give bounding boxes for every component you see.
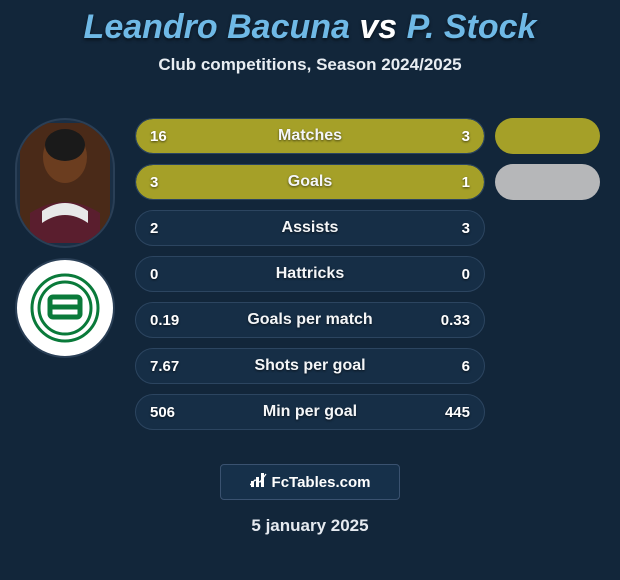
summary-ovals bbox=[495, 118, 610, 440]
chart-icon bbox=[250, 472, 268, 493]
comparison-title: Leandro Bacuna vs P. Stock bbox=[0, 0, 620, 47]
avatars-column bbox=[10, 118, 120, 358]
date-text: 5 january 2025 bbox=[0, 516, 620, 536]
stat-label: Goals bbox=[136, 165, 484, 199]
vs-text: vs bbox=[359, 8, 397, 46]
stat-row: 506445Min per goal bbox=[135, 394, 485, 430]
stat-label: Assists bbox=[136, 211, 484, 245]
stat-row: 00Hattricks bbox=[135, 256, 485, 292]
brand-card[interactable]: FcTables.com bbox=[220, 464, 400, 500]
summary-oval bbox=[495, 164, 600, 200]
club-badge bbox=[15, 258, 115, 358]
player1-avatar bbox=[15, 118, 115, 248]
stat-row: 7.676Shots per goal bbox=[135, 348, 485, 384]
stat-row: 31Goals bbox=[135, 164, 485, 200]
stat-rows: 163Matches 31Goals 23Assists 00Hattricks 0.1… bbox=[135, 118, 485, 440]
player2-name: P. Stock bbox=[407, 8, 537, 46]
stat-row: 23Assists bbox=[135, 210, 485, 246]
stat-label: Hattricks bbox=[136, 257, 484, 291]
stat-label: Min per goal bbox=[136, 395, 484, 429]
player-silhouette-icon bbox=[20, 123, 110, 243]
stat-row: 163Matches bbox=[135, 118, 485, 154]
stat-row: 0.190.33Goals per match bbox=[135, 302, 485, 338]
player1-name: Leandro Bacuna bbox=[84, 8, 350, 46]
stat-label: Matches bbox=[136, 119, 484, 153]
club-logo-icon bbox=[30, 273, 100, 343]
stat-label: Goals per match bbox=[136, 303, 484, 337]
brand-text: FcTables.com bbox=[272, 474, 371, 491]
stat-label: Shots per goal bbox=[136, 349, 484, 383]
summary-oval bbox=[495, 118, 600, 154]
subtitle: Club competitions, Season 2024/2025 bbox=[0, 55, 620, 75]
